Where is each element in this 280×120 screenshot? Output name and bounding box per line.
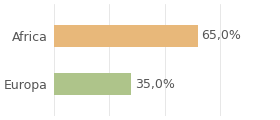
Text: 65,0%: 65,0% [201, 29, 241, 42]
Text: 35,0%: 35,0% [135, 78, 175, 91]
Bar [53, 73, 131, 95]
Bar [53, 25, 198, 47]
